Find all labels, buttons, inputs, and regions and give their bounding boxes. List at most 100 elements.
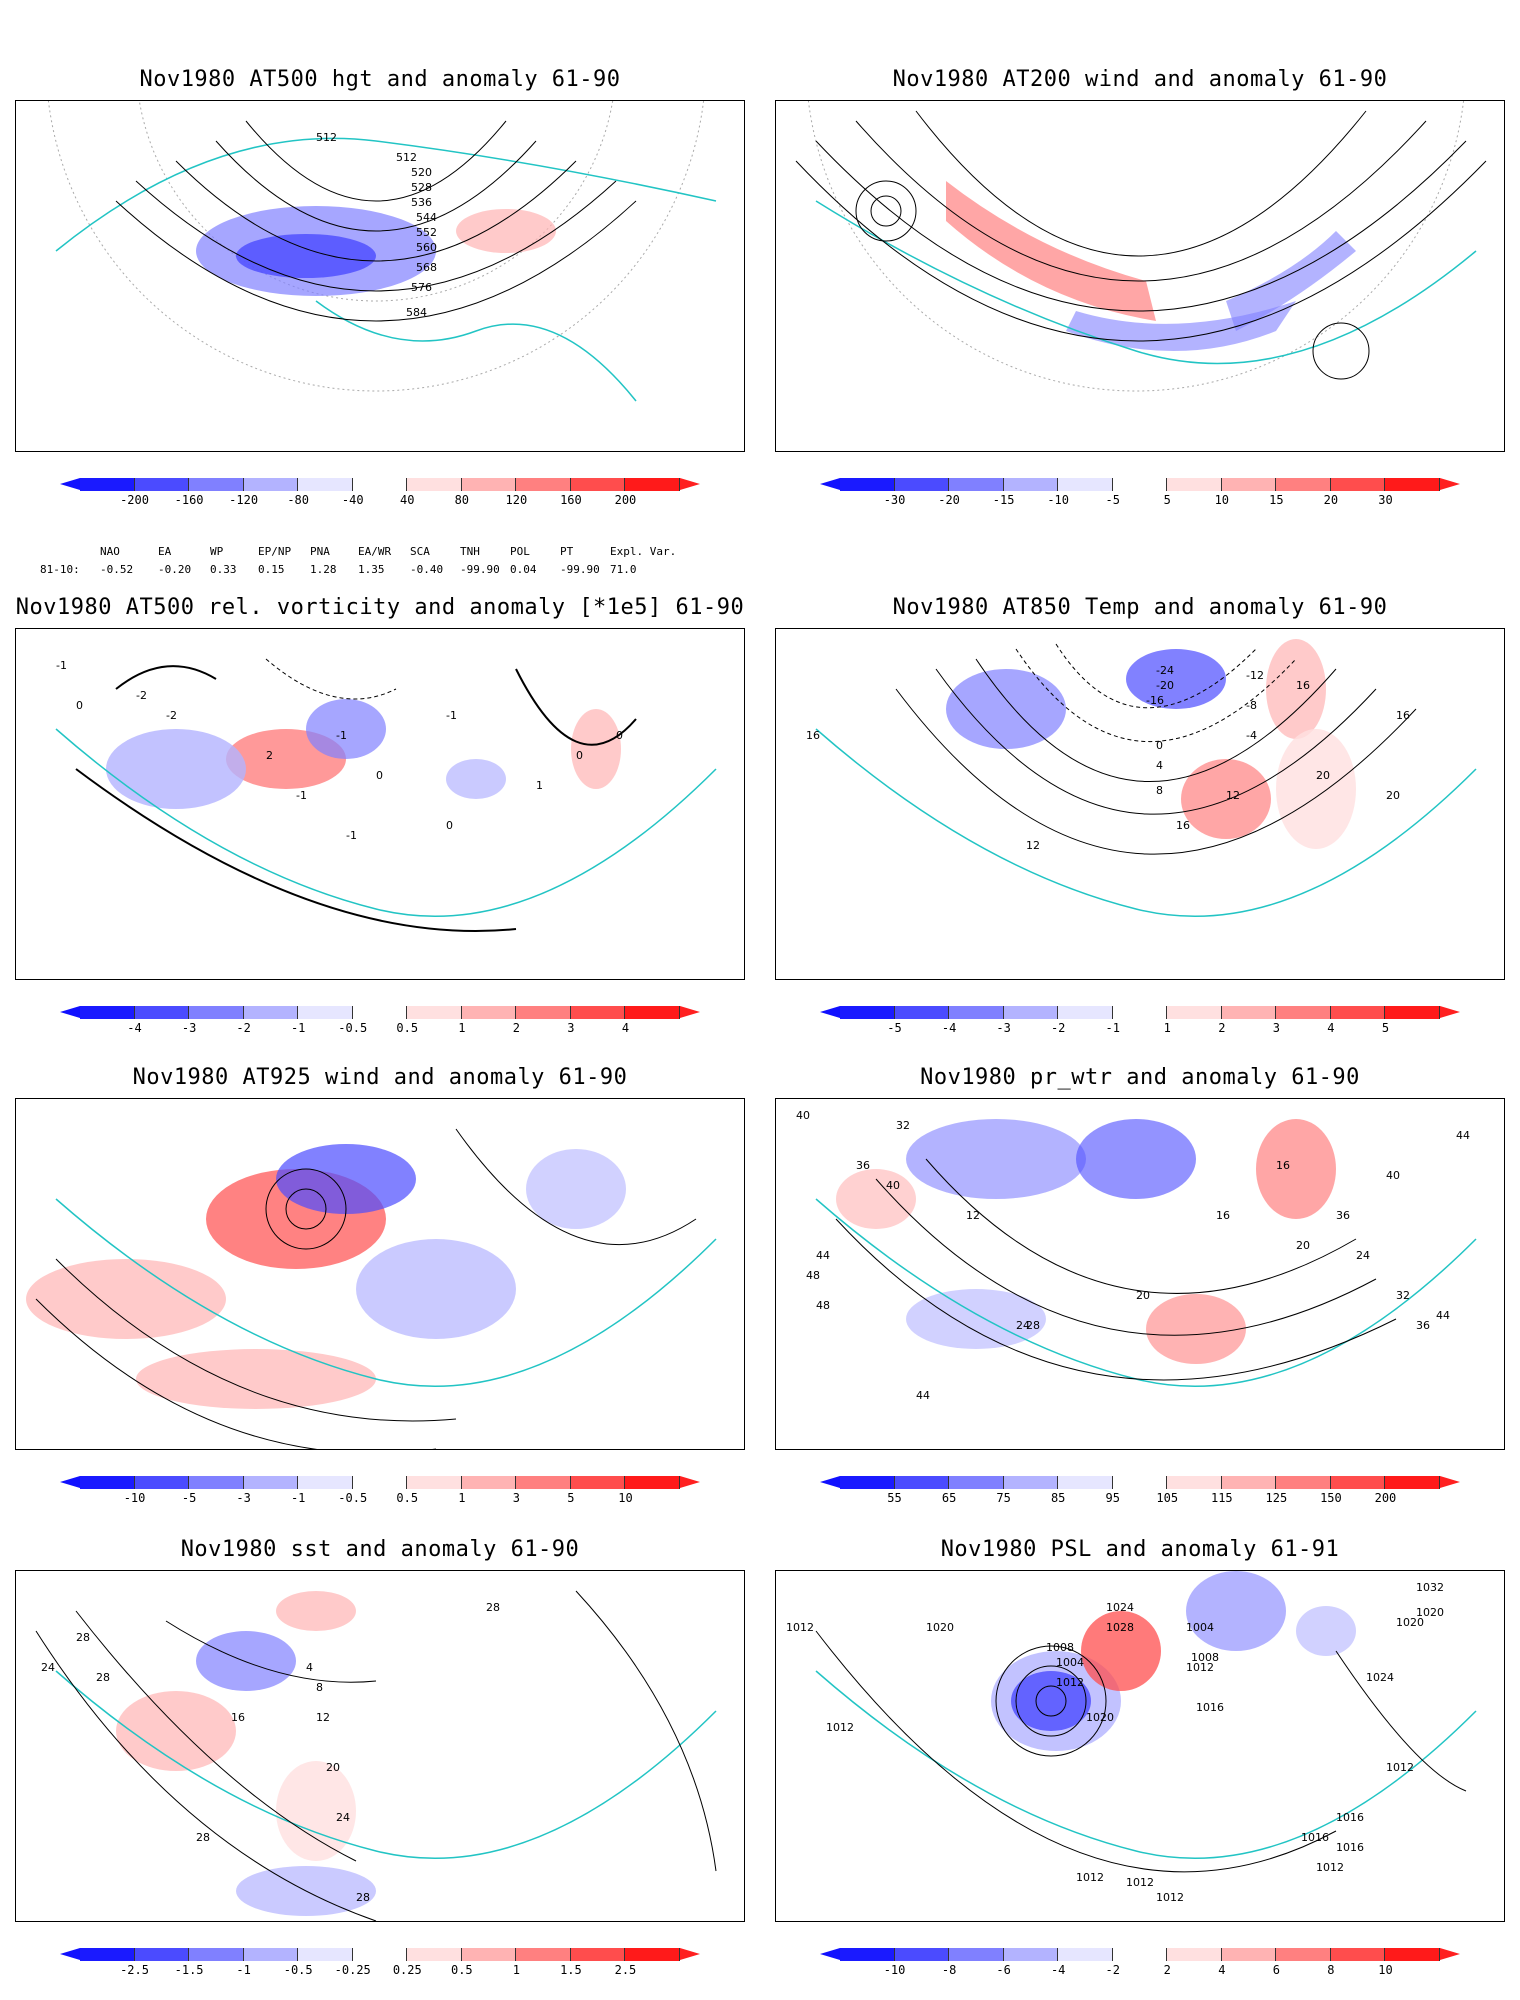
colorbar-segment [352,1476,408,1489]
teleconnection-value: -0.40 [410,563,444,576]
colorbar-label: 10 [618,1491,633,1505]
colorbar-label: 2 [1163,1963,1171,1977]
colorbar-label: -5 [887,1021,902,1035]
colorbar-label: -2 [1050,1021,1066,1035]
colorbar-min-arrow [820,1948,840,1960]
contour-label: 1024 [1366,1671,1394,1684]
contour-label: 28 [196,1831,210,1844]
colorbar-label: 55 [887,1491,902,1505]
colorbar-segment [894,478,950,491]
teleconnection-value: 0.15 [258,563,285,576]
contour-label: -20 [1156,679,1174,692]
contour-label: 16 [806,729,820,742]
colorbar-segment [1058,1476,1113,1489]
contour-label: -8 [1246,699,1257,712]
colorbar-segment [189,1948,244,1961]
contour-label: 520 [411,166,432,179]
teleconnection-header: EA/WR [358,545,392,558]
colorbar-segment [189,1006,244,1019]
contour-label: 0 [446,819,453,832]
colorbar: -5 -4 -3 -2 -1 1 2 3 4 5 [820,1006,1460,1040]
colorbar-segment [840,1476,895,1489]
contour-label: 552 [416,226,437,239]
colorbar-labels: -10 -8 -6 -4 -2 2 4 6 8 10 [840,1963,1440,1979]
colorbar-segment [134,1476,190,1489]
colorbar-segment [949,1476,1004,1489]
colorbar-label: 120 [505,493,528,507]
colorbar-segment [1167,1476,1222,1489]
colorbar-segment [840,478,895,491]
colorbar-segment [1276,1948,1331,1961]
colorbar-segment [189,478,244,491]
colorbar-segment [1058,1006,1113,1019]
panel-title: Nov1980 AT500 hgt and anomaly 61-90 [139,67,621,92]
contour-label: 560 [416,241,437,254]
colorbar-label: -4 [941,1021,957,1035]
colorbar-label: 40 [400,493,415,507]
colorbar: -4 -3 -2 -1 -0.5 0.5 1 2 3 4 [60,1006,700,1040]
contour-label: 44 [1436,1309,1450,1322]
contour-label: 1004 [1056,1656,1084,1669]
polar-map-temp850: -24 -20 -16 -12 -8 -4 0 4 8 12 16 16 20 20 16 12 16 [806,639,1477,918]
contour-label: 1004 [1186,1621,1214,1634]
contour-label: 0 [76,699,83,712]
contour-label: 20 [1316,769,1330,782]
colorbar-segment [516,1948,571,1961]
contour-label: 24 [1016,1319,1030,1332]
contour-label: 536 [411,196,432,209]
colorbar-max-arrow [1440,1476,1460,1488]
colorbar: -10 -8 -6 -4 -2 2 4 6 8 10 [820,1948,1460,1982]
colorbar-label: -3 [996,1021,1011,1035]
colorbar-label: -10 [1047,493,1070,507]
contour-label: 528 [411,181,432,194]
colorbar-segment [1276,1006,1331,1019]
map-frame: 512 512 520 528 536 544 552 560 568 576 584 [15,100,745,452]
contour-label: 1012 [1316,1861,1344,1874]
contour-label: 28 [76,1631,90,1644]
contour-label: 1028 [1106,1621,1134,1634]
colorbar-segment [243,1476,299,1489]
colorbar-max-arrow [1440,478,1460,490]
contour-label: 28 [96,1671,110,1684]
colorbar-segment [1003,478,1059,491]
contour-label: 512 [396,151,417,164]
contour-label: 28 [1026,1319,1040,1332]
contour-label: 1020 [1396,1616,1424,1629]
map-frame: 1012 1020 1012 1008 1004 1012 1016 1024 1028 1020… [775,1570,1505,1922]
colorbar-segment [516,1476,571,1489]
contour-label: 1012 [1186,1661,1214,1674]
colorbar-label: 95 [1105,1491,1120,1505]
colorbar-segment [243,1948,299,1961]
polar-map-sst: 28 24 28 16 12 84 20 24 28 28 28 [35,1590,717,1921]
colorbar-label: 3 [567,1021,575,1035]
colorbar-segment [461,1476,517,1489]
teleconnection-header: WP [210,545,224,558]
colorbar-label: 150 [1320,1491,1342,1505]
colorbar-segment [298,1948,353,1961]
contour-label: -12 [1246,669,1264,682]
contour-label: 1020 [1086,1711,1114,1724]
contour-label: 584 [406,306,427,319]
contour-label: 16 [1396,709,1410,722]
colorbar-labels: -4 -3 -2 -1 -0.5 0.5 1 2 3 4 [80,1021,680,1037]
colorbar-segments [80,1476,680,1489]
contour-label: 16 [1176,819,1190,832]
panel-title: Nov1980 sst and anomaly 61-90 [180,1537,580,1562]
colorbar-segment [949,478,1004,491]
colorbar-label: 115 [1210,1491,1233,1505]
colorbar-segment [134,1948,190,1961]
colorbar-label: -0.5 [338,1491,368,1505]
colorbar-segment [625,1476,680,1489]
colorbar-segment [840,1948,895,1961]
map-frame: 28 24 28 16 12 8 4 20 24 28 28 28 [15,1570,745,1922]
colorbar-label: 6 [1272,1963,1280,1977]
colorbar-segment [894,1006,950,1019]
teleconnection-header: EP/NP [258,545,292,558]
map-frame: -24 -20 -16 -12 -8 -4 0 4 8 12 16 16 20 20 16 12 16 [775,628,1505,980]
colorbar-labels: -200 -160 -120 -80 -40 40 80 120 160 200 [80,493,680,509]
colorbar-segment [1167,1006,1222,1019]
contour-label: 24 [1356,1249,1370,1262]
contour-label: 4 [1156,759,1163,772]
contour-label: -4 [1246,729,1257,742]
teleconnection-header: EA [158,545,172,558]
